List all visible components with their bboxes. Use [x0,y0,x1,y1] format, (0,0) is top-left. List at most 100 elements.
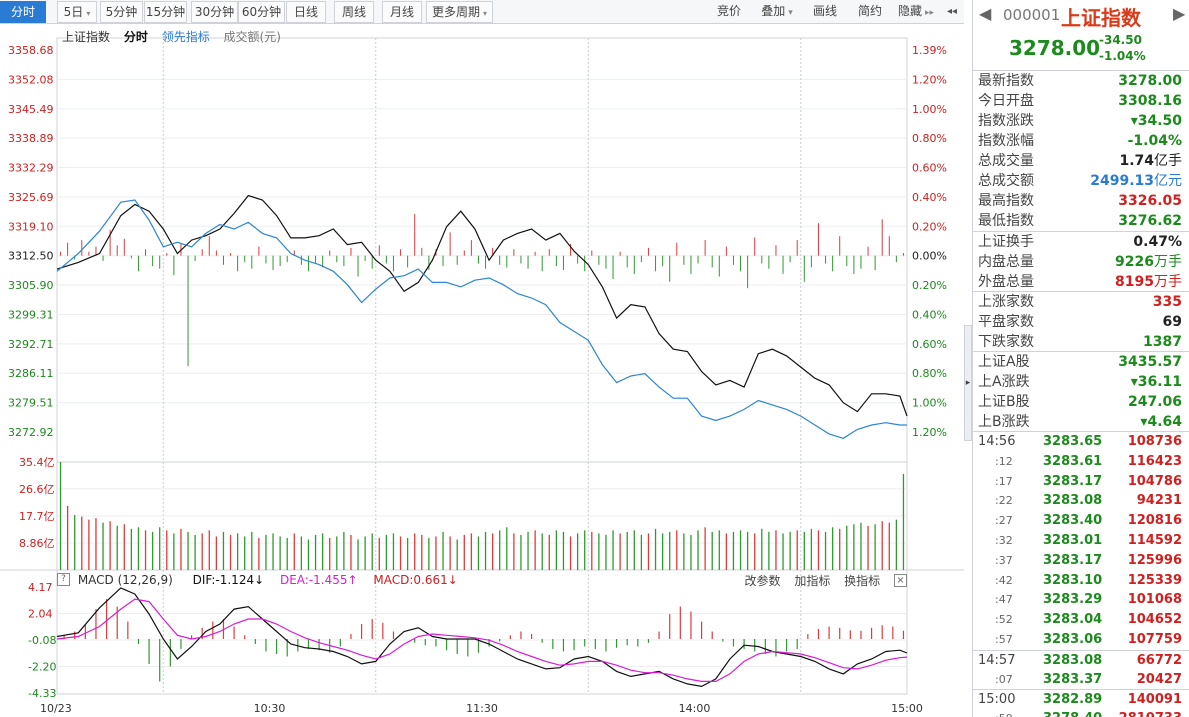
tick-volume: 107759 [1127,631,1182,647]
y-tick-label: 3352.08 [8,73,54,86]
stat-unit: 万手 [1154,274,1182,290]
tick-time: :57 [995,632,1013,646]
tick-volume: 114592 [1127,532,1182,548]
stat-label: 指数涨跌 [978,113,1034,129]
add-indicator-button[interactable]: 加指标 [794,574,831,588]
stat-row: 上涨家数 335 [973,292,1189,312]
double-chevron-left-icon[interactable]: ◂◂ [946,6,958,17]
stat-label: 上证B股 [978,394,1030,410]
tick-price: 3283.40 [1043,513,1103,529]
tool-label: 叠加 [761,4,786,18]
stat-unit: 万手 [1154,254,1182,270]
quote-panel: ◀ 000001 上证指数 ▶ 3278.00 -34.50 -1.04% 最新… [972,0,1189,717]
y-tick-label: 3358.68 [8,44,54,57]
stat-number: -1.04% [1127,133,1182,149]
volume-tick-label: 35.4亿 [19,456,55,469]
period-button-7[interactable]: 周线 [334,1,374,23]
period-label: 5日 [63,5,84,19]
volume-tick-label: 8.86亿 [19,537,55,550]
stat-unit: 亿元 [1154,173,1182,189]
period-button-5[interactable]: 60分钟 [238,1,285,23]
tick-time: :59 [995,709,1013,717]
tick-time: :27 [995,514,1013,528]
x-tick-label: 10:30 [254,702,286,715]
help-icon[interactable]: ? [57,573,70,586]
switch-indicator-button[interactable]: 换指标 [844,574,881,588]
stat-label: 平盘家数 [978,314,1034,330]
period-button-6[interactable]: 日线 [286,1,326,23]
tool-button-0[interactable]: 竞价 [708,1,750,23]
period-button-2[interactable]: 5分钟 [100,1,143,23]
period-label: 分时 [10,5,35,19]
macd-dea-value: DEA:-1.455↑ [279,572,358,587]
period-label: 60分钟 [241,5,282,19]
macd-dif-value: DIF:-1.124↓ [192,572,265,587]
tick-time: :12 [995,454,1013,468]
stat-number: 2499.13 [1090,173,1154,189]
stat-row: 内盘总量 9226万手 [973,252,1189,272]
tool-button-3[interactable]: 简约 [849,1,891,23]
legend-index-name: 上证指数 [62,30,111,44]
stat-value: ▾36.11 [1131,372,1182,392]
stat-number: 8195 [1115,274,1154,290]
stat-unit: 亿手 [1154,153,1182,169]
period-button-1[interactable]: 5日 ▾ [57,1,97,23]
stat-number: 3276.62 [1118,213,1182,229]
tool-button-2[interactable]: 画线 [804,1,846,23]
stat-number: 0.47% [1133,234,1182,250]
period-label: 30分钟 [194,5,235,19]
edit-params-button[interactable]: 改参数 [744,574,781,588]
period-button-8[interactable]: 月线 [382,1,422,23]
stat-label: 指数涨幅 [978,133,1034,149]
tool-button-4[interactable]: 隐藏 ▸▸ [894,1,938,23]
stat-row: 上证B股 247.06 [973,392,1189,412]
stat-number: 1.74 [1119,153,1154,169]
stat-label: 内盘总量 [978,254,1034,270]
tick-time: :42 [995,573,1013,587]
price-line [56,194,908,417]
prev-icon[interactable]: ◀ [979,4,992,23]
stat-label: 上证换手 [978,234,1034,250]
tool-button-1[interactable]: 叠加 ▾ [754,1,800,23]
stat-row: 总成交量 1.74亿手 [973,151,1189,171]
tick-row: 14:57 3283.08 66772 [973,649,1189,670]
stat-label: 上证A股 [978,354,1030,370]
stat-row: 上B涨跌 ▾4.64 [973,412,1189,432]
close-icon[interactable]: × [894,574,907,587]
stat-value: 3276.62 [1118,211,1182,231]
panel-collapse-handle[interactable]: ▸ [964,325,972,441]
stat-value: 1387 [1143,332,1182,352]
pct-tick-label: 0.20% [912,220,947,233]
pct-tick-label: 0.00% [912,250,947,263]
tick-row: :37 3283.17 125996 [973,551,1189,571]
period-button-3[interactable]: 15分钟 [144,1,187,23]
tick-row: :57 3283.06 107759 [973,630,1189,650]
intraday-chart: 3358.68 1.39% 3352.08 1.20% 3345.49 1.00% 3338… [0,37,964,715]
stat-value: 335 [1153,292,1182,312]
stat-row: 今日开盘 3308.16 [973,91,1189,111]
tick-price: 3282.89 [1043,692,1103,708]
next-icon[interactable]: ▶ [1173,4,1186,23]
turnover-stats: 上证换手 0.47% 内盘总量 9226万手 外盘总量 8195万手 [973,231,1189,292]
period-button-4[interactable]: 30分钟 [191,1,238,23]
y-tick-label: 3312.50 [8,250,54,263]
stat-value: 247.06 [1128,392,1182,412]
tick-price: 3283.17 [1043,552,1103,568]
stat-row: 下跌家数 1387 [973,332,1189,352]
tick-list[interactable]: 14:56 3283.65 108736:12 3283.61 116423:17 328… [973,431,1189,717]
stat-row: 上证A股 3435.57 [973,352,1189,372]
stat-number: 3326.05 [1118,193,1182,209]
index-price: 3278.00 [1009,36,1101,60]
period-label: 日线 [293,5,318,19]
tick-volume: 108736 [1127,434,1182,449]
period-button-9[interactable]: 更多周期 ▾ [426,1,493,23]
stat-row: 指数涨幅 -1.04% [973,131,1189,151]
stat-number: 1387 [1143,334,1182,350]
stat-number: ▾36.11 [1130,374,1182,390]
legend-leading-indicator[interactable]: 领先指标 [161,30,210,44]
period-button-0[interactable]: 分时 [0,1,46,23]
x-tick-label: 15:00 [891,702,923,715]
tick-row: :42 3283.10 125339 [973,571,1189,591]
legend-mode: 分时 [123,30,148,44]
tick-volume: 120816 [1127,513,1182,529]
